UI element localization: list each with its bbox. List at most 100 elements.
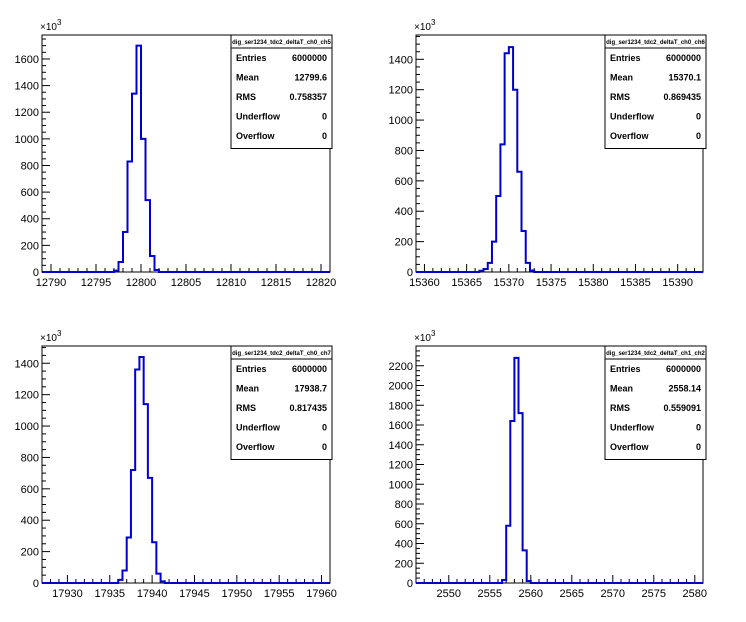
y-tick-label: 1000 <box>389 479 413 491</box>
histogram-bin <box>128 161 133 272</box>
y-tick-label: 600 <box>21 187 39 199</box>
stats-box-frame <box>604 34 707 149</box>
y-tick-label: 1000 <box>15 134 39 146</box>
y-tick-label: 200 <box>21 240 39 252</box>
y-tick-label: 1000 <box>389 115 413 127</box>
x-tick-label: 15370 <box>494 277 525 289</box>
histogram-bin <box>131 470 135 583</box>
stat-value: 6000000 <box>292 53 327 63</box>
stat-label: Mean <box>610 384 633 394</box>
x-tick-label: 15360 <box>409 277 440 289</box>
histogram-line <box>42 355 330 584</box>
x-tick-label: 12805 <box>171 277 202 289</box>
histogram-bin <box>155 270 160 272</box>
histogram-bin <box>506 526 510 583</box>
histogram-line <box>416 46 703 273</box>
stat-label: Mean <box>610 73 633 83</box>
histogram-bin <box>496 196 500 272</box>
y-tick-label: 800 <box>395 145 413 157</box>
histogram-bin <box>123 232 128 272</box>
y-tick-label: 200 <box>395 558 413 570</box>
stat-value: 0.869435 <box>663 92 701 102</box>
stat-value: 0 <box>322 442 327 452</box>
histogram-bin <box>527 581 531 583</box>
histogram-bin <box>519 413 523 583</box>
histogram-bin <box>127 537 131 583</box>
histogram-bin <box>144 404 148 583</box>
stat-value: 6000000 <box>666 364 701 374</box>
x-tick-label: 17935 <box>94 588 125 600</box>
x-tick-label: 2565 <box>560 588 584 600</box>
y-tick-label: 0 <box>33 578 39 590</box>
stat-label: Overflow <box>610 442 650 452</box>
y-tick-label: 0 <box>407 267 413 279</box>
y-tick-label: 1400 <box>15 81 39 93</box>
stats-box-frame <box>230 345 333 460</box>
histogram-bin <box>146 200 151 272</box>
histogram-bin <box>118 580 122 583</box>
stat-value: 0.758357 <box>289 92 327 102</box>
x-tick-label: 2550 <box>437 588 461 600</box>
histogram-bin <box>492 242 496 272</box>
histogram-bin <box>148 478 152 583</box>
x-tick-label: 2575 <box>642 588 666 600</box>
histogram-bin <box>135 370 139 583</box>
y-tick-label: 1000 <box>15 421 39 433</box>
stat-label: Underflow <box>236 112 281 122</box>
y-tick-label: 2000 <box>389 381 413 393</box>
histogram-title: dig_ser1234_tdc2_deltaT_ch0_ch7 <box>232 351 331 357</box>
x-tick-label: 15375 <box>536 277 567 289</box>
histogram-bin <box>523 550 527 583</box>
y-scale-exponent: ×103 <box>40 329 62 344</box>
y-tick-label: 1400 <box>389 440 413 452</box>
histogram-bin <box>522 231 526 272</box>
stat-label: Overflow <box>236 442 276 452</box>
stat-value: 0.817435 <box>289 403 327 413</box>
stat-label: Mean <box>236 73 259 83</box>
y-tick-label: 800 <box>21 452 39 464</box>
x-tick-label: 15385 <box>620 277 651 289</box>
stat-value: 0 <box>322 112 327 122</box>
stat-value: 15370.1 <box>668 73 701 83</box>
x-tick-label: 2570 <box>601 588 625 600</box>
x-tick-label: 12795 <box>81 277 112 289</box>
histogram-pad-3: 17930 17935 17940 17945 17950 17955 17960 0 200 4… <box>15 329 337 600</box>
y-tick-label: 200 <box>21 547 39 559</box>
stats-box-frame <box>604 345 707 460</box>
x-tick-label: 12820 <box>306 277 337 289</box>
y-tick-label: 600 <box>395 176 413 188</box>
stat-value: 2558.14 <box>668 384 701 394</box>
histogram-bin <box>505 53 509 272</box>
histogram-bin <box>122 570 126 583</box>
y-tick-label: 1200 <box>389 460 413 472</box>
histogram-line <box>42 44 330 273</box>
stats-box: dig_ser1234_tdc2_deltaT_ch0_ch5 Entries 60… <box>230 34 333 149</box>
stat-label: Entries <box>610 364 641 374</box>
histogram-bin <box>484 269 488 272</box>
histogram-bin <box>510 421 514 583</box>
stat-label: Underflow <box>236 423 281 433</box>
histogram-bin <box>513 90 517 272</box>
y-tick-label: 1200 <box>15 390 39 402</box>
histogram-bin <box>141 139 146 272</box>
stat-label: Underflow <box>610 112 655 122</box>
histogram-bin <box>137 46 142 272</box>
stats-box: dig_ser1234_tdc2_deltaT_ch1_ch2 Entries 60… <box>604 345 707 460</box>
x-tick-label: 15380 <box>578 277 609 289</box>
histogram-bin <box>517 172 521 272</box>
x-tick-label: 17940 <box>137 588 168 600</box>
histogram-bin <box>150 256 155 272</box>
stat-value: 0 <box>322 131 327 141</box>
y-tick-label: 800 <box>395 499 413 511</box>
x-tick-label: 17945 <box>179 588 210 600</box>
stat-value: 6000000 <box>292 364 327 374</box>
histogram-bin <box>509 47 513 272</box>
stat-value: 0 <box>322 423 327 433</box>
x-tick-label: 2555 <box>478 588 502 600</box>
stat-label: Entries <box>236 53 267 63</box>
stat-label: Entries <box>610 53 641 63</box>
histogram-bin <box>514 358 518 583</box>
histogram-bin <box>114 271 119 272</box>
stat-value: 0.559091 <box>663 403 701 413</box>
